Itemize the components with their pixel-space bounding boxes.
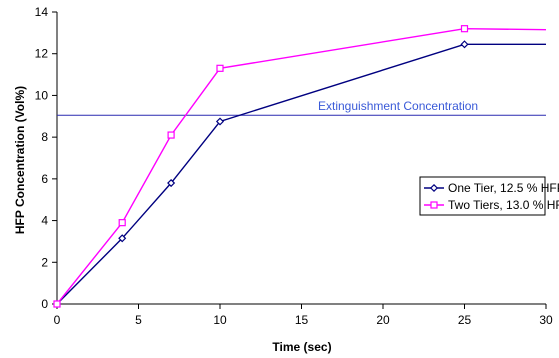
legend-swatch-marker bbox=[429, 183, 439, 193]
x-tick-label: 25 bbox=[458, 313, 472, 327]
x-tick-label: 30 bbox=[539, 313, 553, 327]
extinguishment-label: Extinguishment Concentration bbox=[318, 99, 478, 113]
series-line-1 bbox=[56, 43, 546, 305]
x-tick-label: 20 bbox=[376, 313, 390, 327]
y-axis-title: HFP Concentration (Vol%) bbox=[13, 86, 27, 234]
legend-label: One Tier, 12.5 % HFP bbox=[448, 181, 559, 195]
reference-line-group: Extinguishment Concentration bbox=[57, 99, 546, 116]
y-tick-label: 2 bbox=[41, 255, 48, 269]
legend-label: Two Tiers, 13.0 % HFP bbox=[448, 198, 559, 212]
data-point-2 bbox=[460, 25, 469, 33]
legend-swatch-marker bbox=[430, 201, 438, 209]
y-tick-label: 14 bbox=[35, 5, 49, 19]
data-point-2 bbox=[216, 64, 224, 72]
series-group bbox=[52, 25, 547, 309]
series-line-2 bbox=[56, 27, 547, 305]
x-axis-title: Time (sec) bbox=[272, 340, 331, 354]
tick-labels: 0 2 4 6 8 10 12 14 0 5 10 15 20 25 30 bbox=[35, 5, 553, 327]
data-point-2 bbox=[118, 219, 126, 227]
y-tick-label: 12 bbox=[35, 47, 49, 61]
data-point-1 bbox=[118, 234, 127, 243]
y-tick-label: 6 bbox=[41, 172, 48, 186]
x-tick-label: 15 bbox=[295, 313, 309, 327]
data-point-1 bbox=[460, 40, 469, 49]
x-tick-label: 5 bbox=[135, 313, 142, 327]
x-tick-label: 0 bbox=[54, 313, 61, 327]
data-point-2 bbox=[167, 131, 175, 139]
y-tick-label: 0 bbox=[41, 297, 48, 311]
legend: One Tier, 12.5 % HFP Two Tiers, 13.0 % HF… bbox=[419, 176, 559, 216]
axes bbox=[52, 11, 547, 309]
y-tick-label: 8 bbox=[41, 130, 48, 144]
y-tick-label: 10 bbox=[35, 88, 49, 102]
data-point-1 bbox=[215, 117, 225, 126]
legend-box bbox=[419, 176, 546, 216]
y-tick-label: 4 bbox=[41, 214, 48, 228]
x-tick-label: 10 bbox=[213, 313, 227, 327]
data-point-1 bbox=[167, 178, 176, 188]
data-point-2 bbox=[53, 300, 61, 308]
